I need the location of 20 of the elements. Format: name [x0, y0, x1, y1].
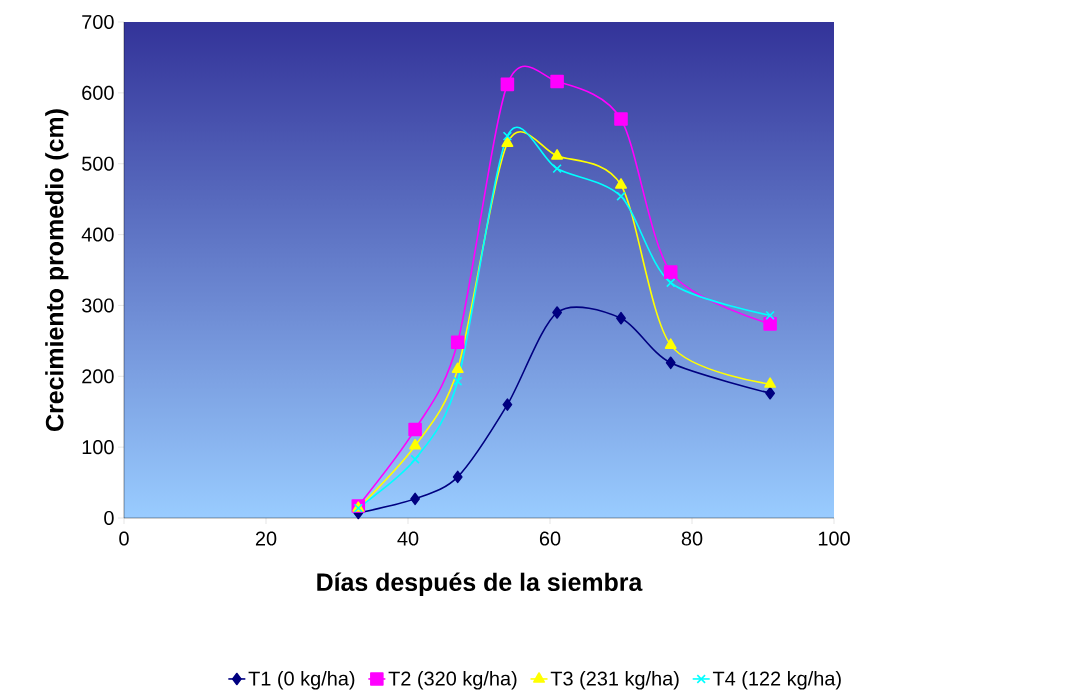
y-axis-title: Crecimiento promedio (cm) — [45, 109, 69, 431]
x-axis-title: Días después de la siembra — [317, 572, 643, 596]
y-tick-label: 700 — [82, 14, 114, 30]
y-tick-label: 500 — [82, 156, 114, 171]
y-tick-label: 400 — [81, 227, 114, 242]
x-tick-label: 100 — [818, 531, 850, 546]
legend-label: T2 (320 kg/ha) — [388, 670, 517, 690]
y-tick-label: 0 — [104, 510, 114, 526]
x-tick-label: 80 — [681, 531, 703, 546]
x-tick-label: 20 — [255, 531, 277, 546]
y-tick-label: 200 — [82, 369, 114, 384]
y-tick-label: 600 — [82, 85, 114, 100]
legend-label: T1 (0 kg/ha) — [248, 670, 355, 690]
legend-label: T3 (231 kg/ha) — [550, 670, 679, 690]
x-tick-label: 0 — [119, 531, 129, 546]
x-tick-label: 40 — [397, 531, 419, 546]
y-tick-label: 100 — [82, 440, 114, 455]
y-tick-label: 300 — [82, 298, 114, 313]
legend-label: T4 (122 kg/ha) — [712, 670, 841, 690]
x-tick-label: 60 — [539, 531, 561, 546]
